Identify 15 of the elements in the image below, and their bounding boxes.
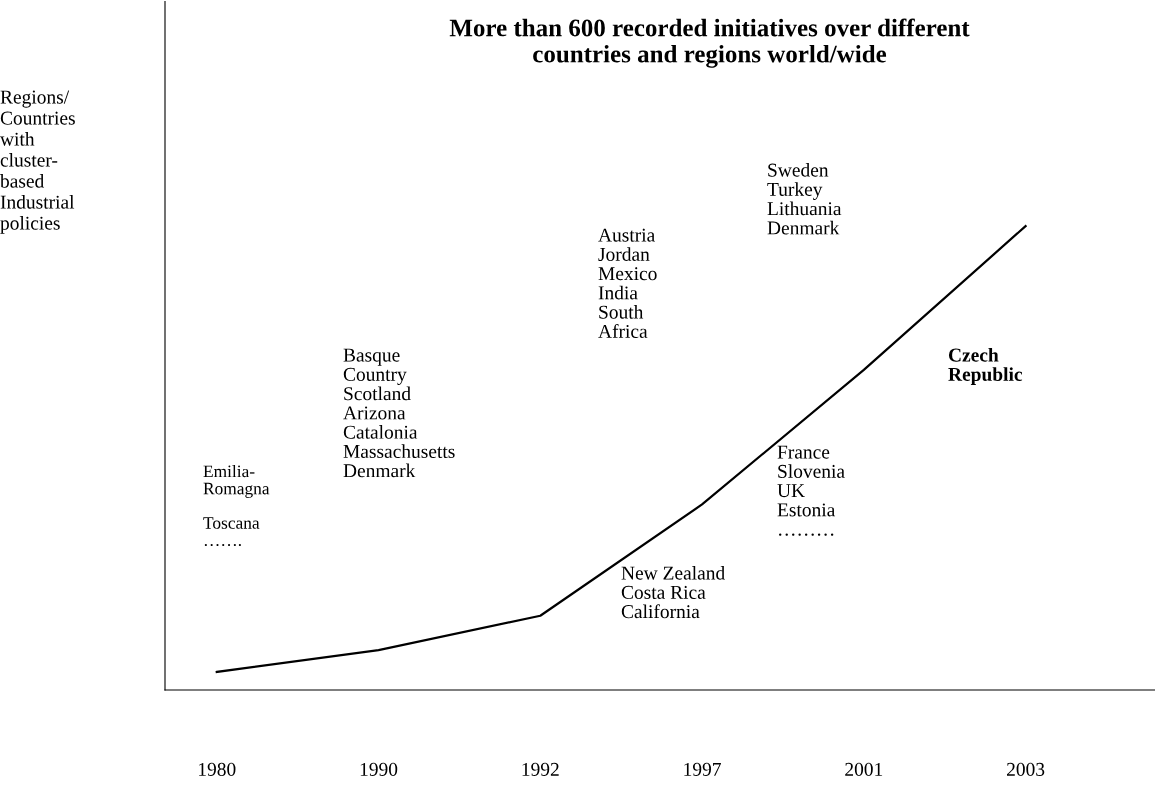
annotation: Sweden Turkey Lithuania Denmark	[767, 163, 842, 235]
annotation: Czech Republic	[948, 348, 1023, 385]
annotation: France Slovenia UK Estonia ………	[777, 445, 845, 536]
x-tick-label: 1997	[684, 762, 721, 776]
y-axis-title: Regions/ Countries with cluster- based Industrial policies	[0, 90, 75, 234]
annotation: Basque Country Scotland Arizona Catalonia Massachusetts Denmark	[343, 348, 455, 478]
chart-title: More than 600 recorded initiatives over different countries and regions world/wide	[449, 18, 970, 68]
annotation: Emilia- Romagna Toscana …….	[203, 465, 270, 547]
x-tick-label: 1980	[199, 762, 236, 776]
x-tick-label: 1992	[522, 762, 559, 776]
annotation: New Zealand Costa Rica California	[621, 566, 725, 619]
x-tick-label: 2003	[1007, 762, 1045, 776]
x-tick-label: 2001	[845, 762, 883, 776]
x-tick-label: 1990	[360, 762, 398, 776]
annotation: Austria Jordan Mexico India South Africa	[598, 228, 657, 338]
